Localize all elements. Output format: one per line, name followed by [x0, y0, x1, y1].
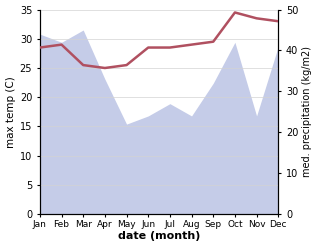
Y-axis label: max temp (C): max temp (C) [5, 76, 16, 148]
Y-axis label: med. precipitation (kg/m2): med. precipitation (kg/m2) [302, 46, 313, 177]
X-axis label: date (month): date (month) [118, 231, 200, 242]
